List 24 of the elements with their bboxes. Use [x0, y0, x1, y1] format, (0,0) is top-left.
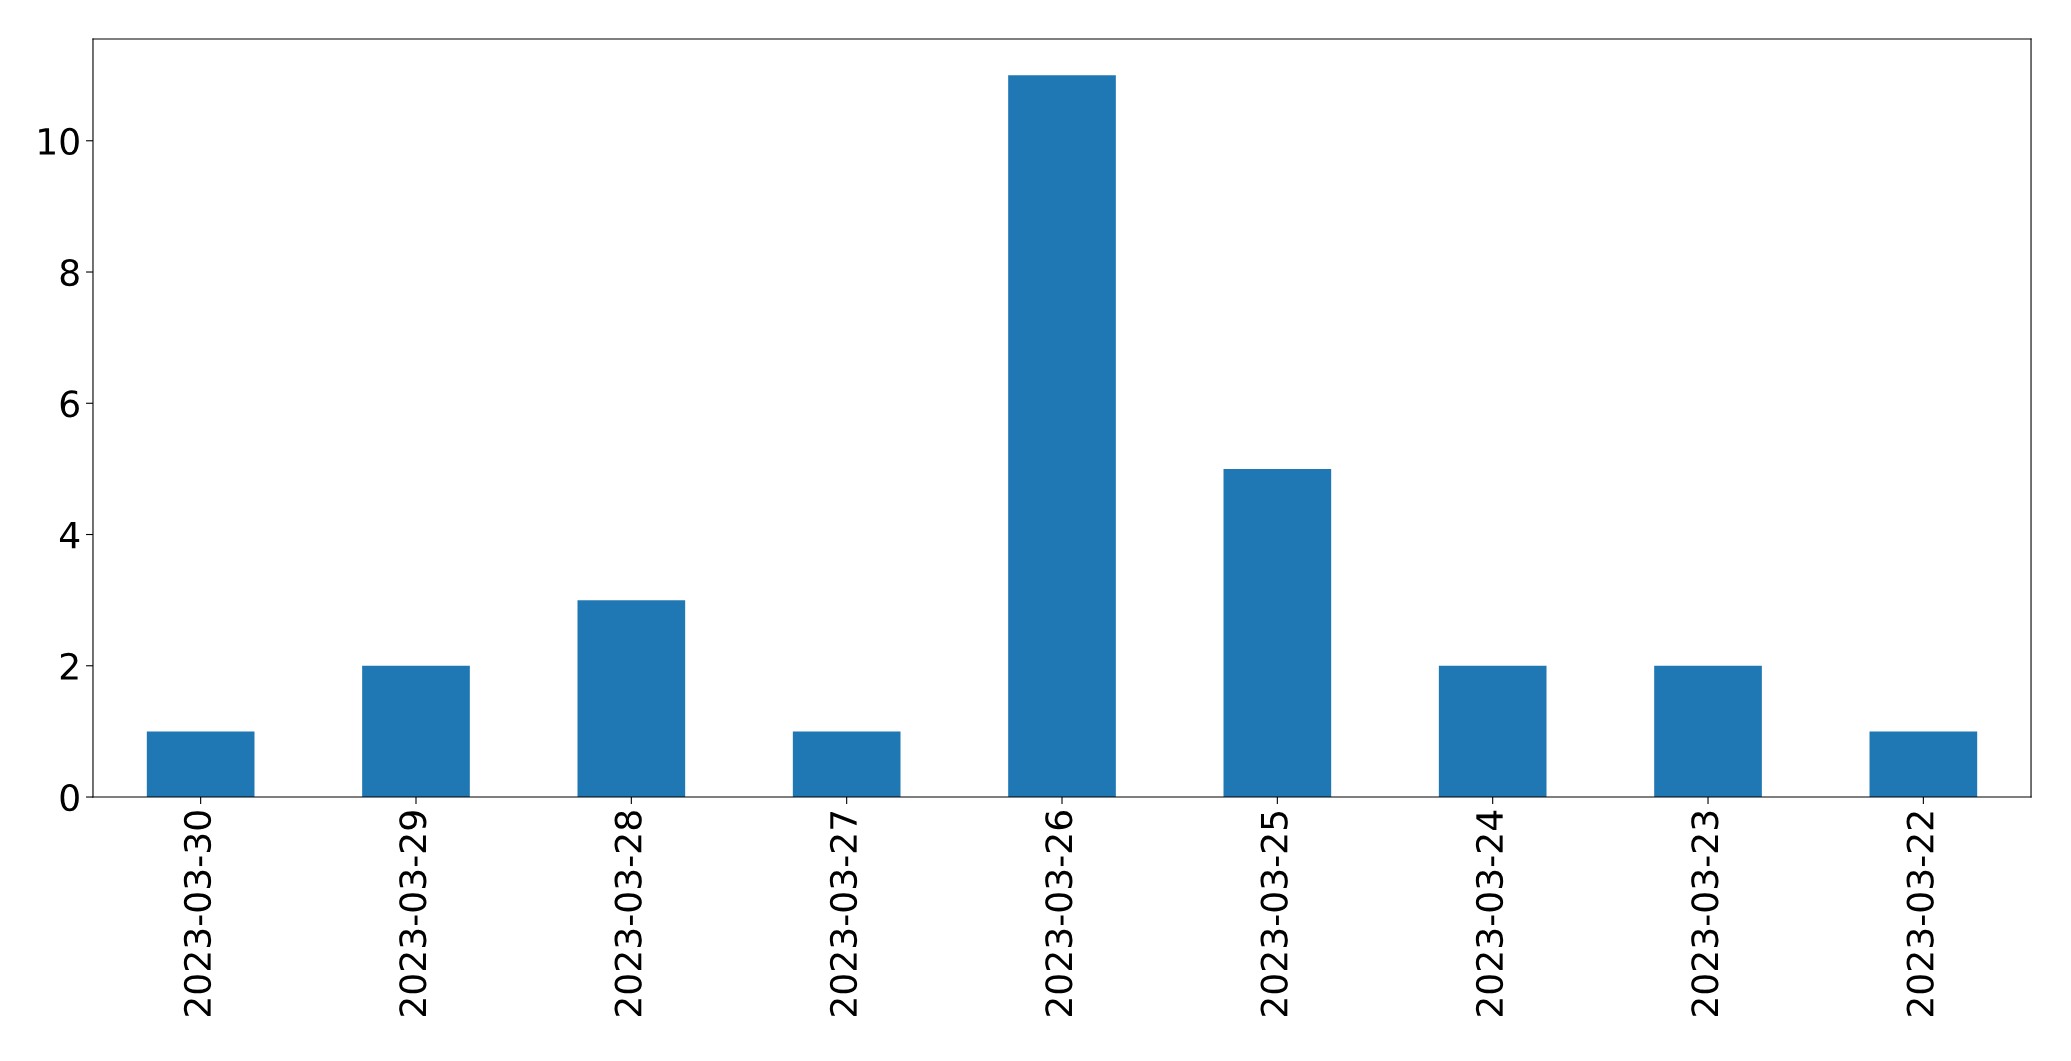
y-tick-label: 0: [60, 783, 79, 812]
x-tick-label: 2023-03-26: [1045, 811, 1073, 1017]
x-tick-label: 2023-03-28: [614, 811, 642, 1017]
x-tick-label: 2023-03-23: [1691, 811, 1719, 1017]
x-tick-label: 2023-03-27: [829, 811, 858, 1017]
bar: [1438, 665, 1547, 798]
bar: [1223, 468, 1332, 798]
x-tick-label: 2023-03-29: [399, 811, 427, 1017]
y-tick-label: 4: [59, 521, 80, 549]
bar: [146, 731, 255, 798]
y-tick-label: 2: [60, 652, 78, 680]
bar: [792, 731, 901, 798]
x-tick-label: 2023-03-24: [1475, 810, 1504, 1017]
x-tick-label: 2023-03-30: [183, 811, 212, 1017]
bar: [577, 600, 686, 798]
bar: [1869, 731, 1978, 798]
bar: [1008, 75, 1116, 798]
y-tick-label: 10: [39, 127, 79, 155]
x-tick-label: 2023-03-25: [1260, 811, 1288, 1017]
x-tick-label: 2023-03-22: [1906, 812, 1934, 1017]
y-tick-label: 8: [60, 258, 79, 287]
y-tick-label: 6: [60, 390, 79, 418]
bar: [362, 665, 470, 798]
bar: [1654, 665, 1762, 798]
